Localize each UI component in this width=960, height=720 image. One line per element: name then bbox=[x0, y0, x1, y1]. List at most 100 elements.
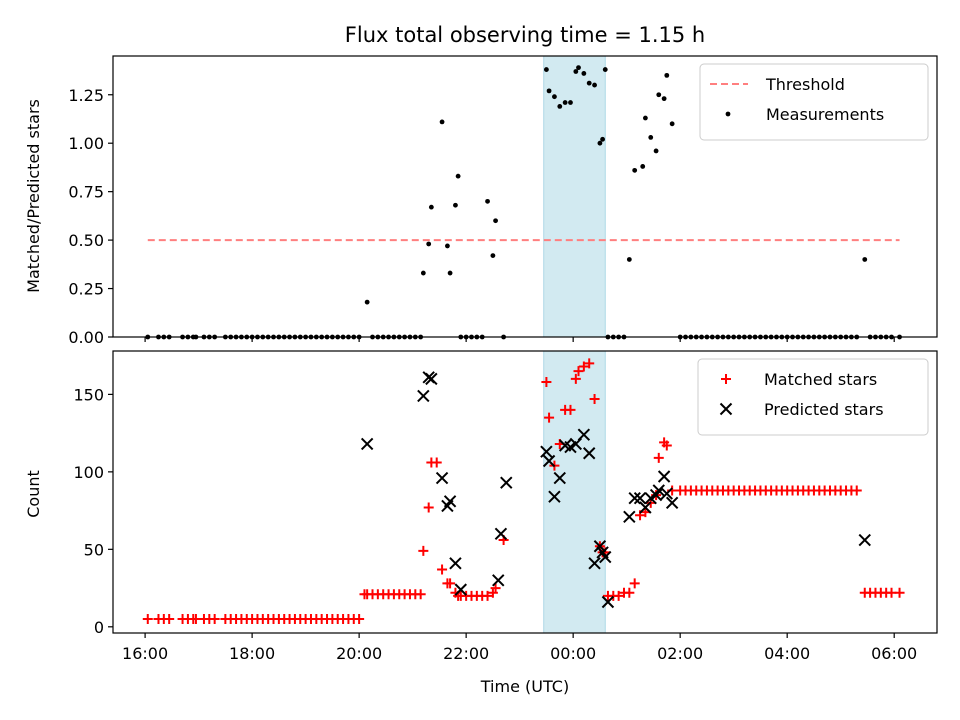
measurement-point bbox=[600, 136, 605, 142]
bottom-y-tick-label: 50 bbox=[84, 540, 104, 559]
measurement-point bbox=[364, 299, 370, 305]
top-y-axis-label: Matched/Predicted stars bbox=[24, 99, 43, 293]
matched-stars-point bbox=[613, 590, 624, 601]
matched-stars-point bbox=[570, 373, 581, 384]
measurement-point bbox=[428, 204, 434, 210]
matched-stars-point bbox=[653, 452, 664, 463]
predicted-stars-point bbox=[548, 490, 561, 503]
matched-stars-point bbox=[584, 358, 595, 369]
predicted-stars-point bbox=[639, 501, 652, 514]
measurement-point bbox=[576, 65, 581, 71]
matched-stars-point bbox=[544, 412, 555, 423]
bottom-y-tick-label: 100 bbox=[73, 463, 104, 482]
measurement-point bbox=[664, 72, 670, 78]
top-legend: Threshold Measurements bbox=[699, 63, 929, 141]
matched-stars-point bbox=[541, 376, 552, 387]
measurement-point bbox=[439, 119, 445, 125]
matched-stars-point bbox=[624, 587, 635, 598]
predicted-stars-point bbox=[599, 550, 612, 564]
measurement-point bbox=[426, 241, 432, 247]
top-axes-frame bbox=[112, 55, 938, 338]
bottom-axes-frame bbox=[112, 350, 938, 634]
measurement-point bbox=[656, 92, 662, 98]
measurement-point bbox=[597, 140, 603, 146]
bottom-legend-box bbox=[697, 358, 929, 436]
bottom-legend-label: Matched stars bbox=[764, 370, 877, 389]
matched-stars-point bbox=[423, 502, 434, 513]
measurement-point bbox=[420, 270, 426, 276]
matched-stars-point bbox=[431, 457, 442, 468]
measurement-point bbox=[445, 243, 450, 249]
measurement-point bbox=[562, 100, 568, 105]
predicted-stars-point bbox=[858, 533, 871, 547]
x-tick-label: 04:00 bbox=[764, 644, 810, 663]
measurement-point bbox=[568, 100, 573, 105]
measurement-point bbox=[642, 115, 648, 121]
predicted-stars-point bbox=[443, 495, 457, 508]
top-plot-area: 0.00 0.25 0.50 0.75 1.00 1.25 Threshold Measure… bbox=[68, 55, 938, 347]
matched-stars-point bbox=[209, 614, 220, 625]
measurement-point bbox=[632, 167, 638, 173]
bottom-y-axis-label: Count bbox=[24, 470, 43, 518]
top-y-tick-label: 0.75 bbox=[68, 183, 104, 202]
measurement-point bbox=[573, 69, 579, 74]
predicted-stars-point bbox=[494, 527, 508, 541]
predicted-stars-point bbox=[553, 471, 566, 485]
measurement-point bbox=[581, 71, 587, 76]
legend-matched-swatch bbox=[721, 374, 731, 384]
measurement-point bbox=[453, 202, 458, 208]
measurement-point bbox=[447, 270, 453, 276]
predicted-stars-point bbox=[583, 447, 596, 460]
predicted-stars-point bbox=[500, 476, 513, 489]
measurement-point bbox=[602, 67, 608, 72]
predicted-stars-point bbox=[593, 540, 607, 553]
predicted-stars-point bbox=[660, 487, 673, 500]
predicted-stars-point bbox=[425, 372, 438, 386]
bottom-plot-area: 0 50 100 150 16:00 18:00 20:00 22:00 00:00 02:00 0… bbox=[73, 350, 938, 663]
legend-measurements-swatch bbox=[725, 111, 731, 117]
bottom-y-tick-label: 0 bbox=[94, 618, 104, 637]
top-y-tick-label: 1.00 bbox=[68, 134, 104, 153]
predicted-stars-point bbox=[633, 491, 647, 505]
measurement-point bbox=[653, 148, 659, 154]
x-axis-label: Time (UTC) bbox=[480, 677, 569, 696]
measurement-point bbox=[669, 121, 675, 127]
matched-stars-point bbox=[851, 485, 862, 496]
matched-stars-point bbox=[142, 614, 153, 625]
measurement-point bbox=[544, 67, 549, 72]
predicted-stars-point bbox=[628, 491, 641, 505]
x-tick-label: 20:00 bbox=[336, 644, 382, 663]
measurement-point bbox=[862, 257, 868, 262]
predicted-stars-point bbox=[435, 471, 449, 485]
predicted-stars-point bbox=[657, 470, 671, 483]
top-legend-label: Threshold bbox=[765, 75, 845, 94]
predicted-stars-point bbox=[623, 510, 636, 523]
matched-stars-point bbox=[490, 583, 501, 594]
matched-stars-point bbox=[629, 578, 640, 589]
x-tick-label: 06:00 bbox=[871, 644, 917, 663]
measurement-point bbox=[546, 88, 552, 94]
measurement-point bbox=[455, 173, 461, 179]
measurement-point bbox=[552, 94, 557, 100]
matched-stars-point bbox=[418, 545, 429, 556]
measurement-point bbox=[640, 164, 646, 169]
matched-stars-point bbox=[661, 440, 672, 451]
matched-stars-point bbox=[354, 614, 365, 625]
predicted-stars-point bbox=[540, 445, 553, 458]
predicted-stars-point bbox=[577, 428, 591, 441]
measurement-point bbox=[586, 80, 592, 86]
x-tick-label: 00:00 bbox=[550, 644, 596, 663]
measurement-point bbox=[592, 82, 597, 88]
bottom-legend-label: Predicted stars bbox=[764, 400, 884, 419]
matched-stars-point bbox=[894, 587, 905, 598]
predicted-stars-point bbox=[601, 595, 615, 609]
x-tick-label: 22:00 bbox=[443, 644, 489, 663]
matched-stars-point bbox=[415, 589, 426, 600]
matched-stars-point bbox=[164, 614, 175, 625]
top-legend-label: Measurements bbox=[766, 105, 884, 124]
predicted-stars-point bbox=[588, 557, 601, 570]
bottom-shaded-span bbox=[543, 350, 606, 634]
measurement-point bbox=[485, 198, 490, 204]
measurement-point bbox=[648, 134, 654, 140]
top-y-tick-label: 0.00 bbox=[68, 328, 104, 347]
